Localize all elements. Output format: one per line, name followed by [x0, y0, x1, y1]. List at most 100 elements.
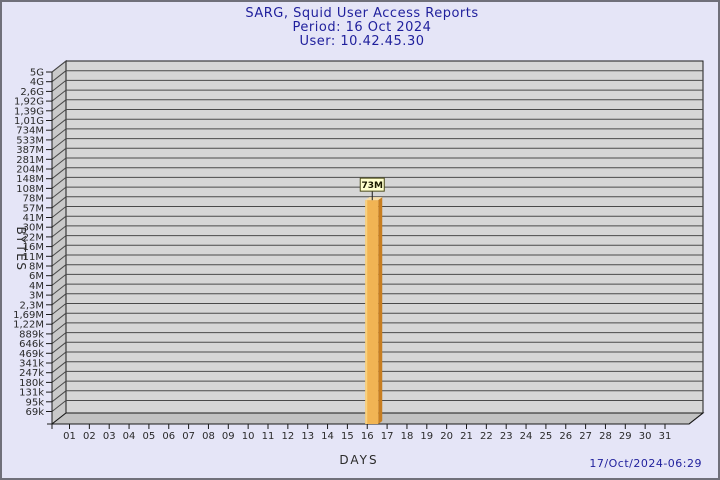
y-tick-label: 247k — [19, 368, 44, 379]
wall-diagonal — [51, 109, 67, 121]
timestamp: 17/Oct/2024-06:29 — [589, 457, 702, 470]
x-tick-label: 26 — [559, 431, 572, 442]
x-tick-label: 27 — [579, 431, 592, 442]
wall-diagonal — [51, 167, 67, 180]
wall-diagonal — [51, 254, 67, 267]
x-tick-label: 13 — [301, 431, 314, 442]
wall-diagonal — [51, 196, 67, 209]
x-tick-label: 05 — [143, 431, 156, 442]
wall-diagonal — [51, 177, 67, 189]
x-tick-label: 25 — [540, 431, 553, 442]
x-tick-label: 20 — [440, 431, 453, 442]
x-tick-label: 03 — [103, 431, 116, 442]
wall-diagonal — [51, 128, 67, 141]
wall-diagonal — [51, 157, 67, 170]
y-tick-label: 57M — [23, 203, 44, 214]
y-tick-label: 341k — [19, 359, 44, 370]
wall-diagonal — [51, 274, 67, 286]
x-tick-label: 17 — [381, 431, 394, 442]
x-tick-label: 06 — [162, 431, 175, 442]
y-tick-label: 204M — [16, 165, 44, 176]
wall-diagonal — [51, 400, 67, 412]
wall-diagonal — [51, 244, 67, 257]
x-tick-label: 29 — [619, 431, 632, 442]
chart-gridlines — [51, 60, 703, 412]
x-tick-label: 28 — [599, 431, 612, 442]
wall-diagonal — [51, 138, 67, 150]
y-tick-label: 180k — [19, 378, 44, 389]
x-tick-label: 23 — [500, 431, 513, 442]
y-tick-label: 5G — [30, 68, 44, 79]
x-tick-label: 04 — [123, 431, 136, 442]
wall-diagonal — [51, 118, 67, 131]
wall-diagonal — [51, 322, 67, 335]
x-tick-label: 16 — [361, 431, 374, 442]
chart-user: User: 10.42.45.30 — [299, 34, 425, 49]
wall-diagonal — [51, 80, 67, 92]
y-tick-label: 387M — [16, 145, 44, 156]
wall-diagonal — [51, 380, 67, 393]
x-tick-label: 19 — [420, 431, 433, 442]
chart-bars: 73M — [359, 177, 385, 424]
wall-diagonal — [51, 147, 67, 160]
bar-highlight-edge — [365, 200, 368, 424]
x-tick-label: 12 — [281, 431, 294, 442]
y-tick-label: 646k — [19, 339, 44, 350]
y-tick-label: 11M — [23, 252, 44, 263]
chart-header: SARG, Squid User Access Reports Period: … — [2, 7, 718, 49]
bar-side-face — [378, 197, 383, 424]
wall-diagonal — [51, 70, 67, 83]
y-tick-label: 2,6G — [20, 87, 44, 98]
value-label-text: 73M — [362, 181, 384, 191]
y-axis-title: BYTES — [14, 227, 28, 272]
y-tick-label: 30M — [23, 223, 44, 234]
wall-diagonal — [51, 99, 67, 112]
chart-period: Period: 16 Oct 2024 — [292, 20, 432, 35]
y-tick-label: 131k — [19, 388, 44, 399]
y-tick-label: 281M — [16, 155, 44, 166]
x-tick-label: 09 — [222, 431, 235, 442]
y-tick-label: 78M — [23, 194, 44, 205]
y-tick-label: 1,01G — [14, 116, 44, 127]
y-tick-label: 148M — [16, 174, 44, 185]
x-tick-label: 30 — [639, 431, 652, 442]
wall-diagonal — [51, 89, 67, 102]
wall-diagonal — [51, 293, 67, 306]
wall-diagonal — [51, 351, 67, 364]
wall-diagonal — [51, 283, 67, 296]
y-tick-label: 1,92G — [14, 97, 44, 108]
x-tick-label: 21 — [460, 431, 473, 442]
y-tick-label: 1,69M — [13, 310, 44, 321]
back-wall — [65, 60, 704, 414]
y-tick-label: 4M — [29, 281, 44, 292]
y-tick-label: 533M — [16, 135, 44, 146]
y-tick-label: 3M — [29, 291, 44, 302]
y-tick-label: 95k — [25, 397, 44, 408]
y-tick-label: 1,22M — [13, 320, 44, 331]
y-tick-label: 734M — [16, 126, 44, 137]
wall-diagonal — [51, 332, 67, 344]
x-tick-label: 18 — [401, 431, 414, 442]
y-tick-label: 2,3M — [19, 300, 44, 311]
x-tick-label: 01 — [63, 431, 76, 442]
x-tick-label: 22 — [480, 431, 493, 442]
y-tick-label: 4G — [30, 77, 44, 88]
wall-diagonal — [51, 206, 67, 218]
wall-diagonal — [51, 215, 67, 228]
x-axis-title: DAYS — [339, 453, 378, 467]
y-tick-label: 41M — [23, 213, 44, 224]
chart-tick-labels: 5G4G2,6G1,92G1,39G1,01G734M533M387M281M2… — [13, 68, 671, 443]
y-tick-label: 69k — [25, 407, 44, 418]
wall-diagonal — [51, 235, 67, 247]
wall-diagonal — [51, 341, 67, 354]
x-tick-label: 11 — [262, 431, 275, 442]
wall-diagonal — [51, 60, 67, 73]
wall-diagonal — [51, 225, 67, 238]
y-tick-label: 889k — [19, 329, 44, 340]
x-tick-label: 31 — [659, 431, 672, 442]
x-tick-label: 10 — [242, 431, 255, 442]
value-label-box — [359, 177, 385, 192]
x-tick-label: 14 — [321, 431, 334, 442]
